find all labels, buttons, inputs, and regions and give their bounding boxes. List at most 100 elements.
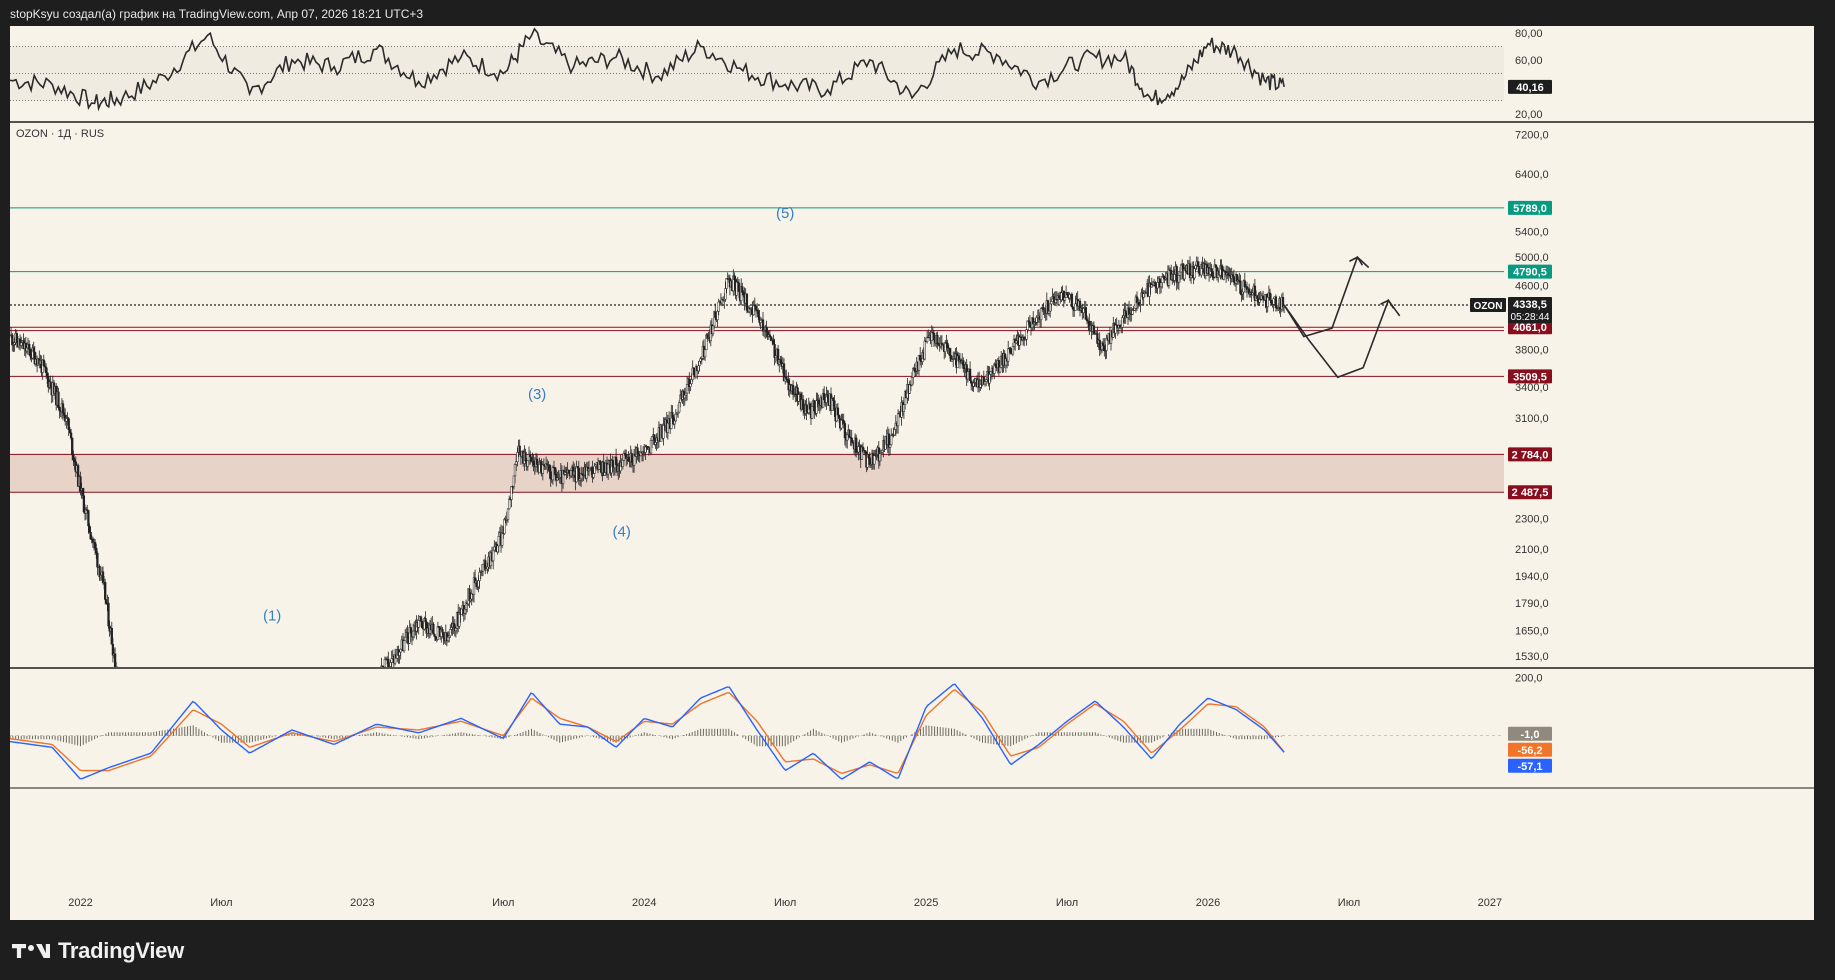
candle-body	[1274, 296, 1278, 308]
candle-body	[271, 702, 273, 705]
candle-body	[356, 690, 358, 691]
candle-body	[237, 701, 239, 708]
candle-body	[72, 454, 75, 460]
candle-body	[1196, 261, 1200, 267]
candle-body	[1179, 264, 1183, 273]
time-axis-label: 2022	[68, 897, 92, 909]
candle-body	[335, 689, 337, 699]
price-tick-label: 3800,0	[1515, 345, 1549, 357]
projection-path	[1283, 298, 1401, 379]
candle-body	[320, 691, 322, 698]
price-tick-label: 3100,0	[1515, 413, 1549, 425]
rsi-last-value-label: 40,16	[1516, 82, 1544, 94]
candle-body	[155, 728, 157, 730]
candle-body	[243, 701, 245, 708]
candle-body	[240, 698, 242, 705]
candle-body	[603, 472, 606, 476]
price-level-4-badge	[1508, 447, 1552, 462]
candle-body	[671, 412, 674, 419]
candle-body	[1173, 274, 1176, 281]
candle-body	[549, 471, 552, 480]
candle-body	[496, 545, 499, 553]
candle-body	[1251, 292, 1254, 296]
macd-signal-line	[10, 688, 1285, 775]
candle-body	[68, 429, 72, 434]
candle-body	[294, 705, 296, 708]
candle-body	[93, 542, 97, 549]
candle-body	[135, 716, 137, 727]
candle-body	[1102, 342, 1105, 347]
candle-body	[512, 475, 516, 487]
candle-body	[167, 724, 169, 726]
candle-body	[188, 710, 190, 711]
candle-body	[166, 726, 168, 732]
candle-body	[797, 394, 800, 402]
candle-body	[223, 704, 225, 709]
candle-body	[1266, 297, 1269, 308]
candle-body	[134, 716, 136, 721]
candle-body	[765, 326, 768, 332]
wave-label: (3)	[528, 386, 546, 403]
candle-body	[222, 704, 224, 709]
candle-body	[802, 399, 805, 410]
candle-body	[419, 616, 423, 622]
candle-body	[725, 278, 728, 289]
candle-body	[255, 701, 257, 717]
candle-body	[210, 696, 212, 698]
candle-body	[1135, 296, 1139, 304]
candle-body	[855, 437, 858, 453]
candle-body	[988, 374, 991, 384]
candle-body	[215, 703, 217, 706]
candle-body	[593, 465, 596, 474]
candle-body	[1210, 268, 1213, 272]
chart-frame[interactable]: 80,0060,0020,0040,167200,06400,05800,054…	[10, 26, 1814, 920]
candle-body	[503, 518, 506, 534]
candle-body	[217, 699, 219, 703]
candle-body	[293, 697, 295, 708]
candle-body	[630, 453, 633, 463]
candle-body	[98, 565, 101, 578]
candle-body	[365, 684, 367, 687]
candle-body	[1256, 295, 1259, 299]
candle-body	[73, 459, 76, 463]
candle-body	[308, 700, 310, 705]
macd-line	[10, 683, 1285, 780]
candle-body	[913, 367, 916, 371]
candle-body	[516, 452, 519, 463]
candle-body	[284, 698, 286, 714]
candle-body	[930, 332, 933, 341]
candle-body	[1121, 317, 1124, 328]
candle-body	[315, 697, 317, 699]
candle-body	[220, 695, 222, 697]
candle-body	[239, 698, 241, 711]
candle-body	[355, 690, 357, 695]
candle-body	[864, 450, 867, 453]
candle-body	[510, 486, 513, 500]
candle-body	[497, 536, 500, 547]
candle-body	[192, 703, 194, 714]
candle-body	[228, 699, 230, 705]
candle-body	[1227, 272, 1230, 276]
symbol-label: OZON · 1Д · RUS	[16, 128, 104, 140]
chart-canvas[interactable]: 80,0060,0020,0040,167200,06400,05800,054…	[10, 26, 1814, 920]
candle-body	[932, 332, 936, 341]
candle-body	[1039, 308, 1043, 321]
candle-body	[270, 702, 272, 715]
tradingview-logo-icon[interactable]	[12, 944, 50, 958]
price-tick-label: 7200,0	[1515, 129, 1549, 141]
candle-body	[377, 676, 379, 678]
candle-body	[282, 699, 284, 712]
candle-body	[124, 709, 126, 718]
tradingview-brand[interactable]: TradingView	[58, 938, 184, 963]
candle-body	[257, 708, 259, 714]
candle-body	[1175, 266, 1178, 283]
candle-body	[125, 709, 127, 712]
candle-body	[129, 719, 131, 724]
candle-body	[119, 691, 121, 692]
candle-body	[373, 682, 375, 685]
candle-body	[902, 404, 906, 412]
candle-body	[147, 726, 149, 730]
candle-body	[169, 720, 171, 724]
candle-body	[1058, 295, 1061, 299]
candle-body	[275, 704, 277, 707]
